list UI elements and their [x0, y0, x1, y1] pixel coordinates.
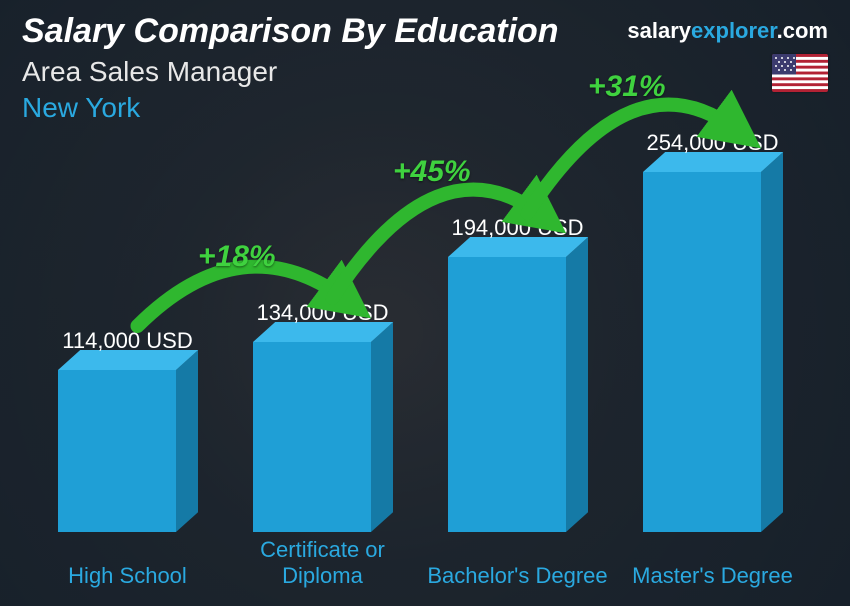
category-label: Master's Degree	[618, 563, 808, 588]
chart-title: Salary Comparison By Education	[22, 12, 559, 51]
value-label: 114,000 USD	[28, 328, 228, 354]
branding-part-2: explorer	[691, 18, 777, 43]
chart-subtitle: Area Sales Manager	[22, 56, 277, 88]
category-label: Bachelor's Degree	[423, 563, 613, 588]
infographic-canvas: Salary Comparison By Education Area Sale…	[0, 0, 850, 606]
jump-pct-label: +31%	[588, 70, 666, 104]
value-label: 254,000 USD	[613, 130, 813, 156]
bar-group	[615, 172, 810, 532]
branding-part-3: .com	[777, 18, 828, 43]
category-label: Certificate or Diploma	[228, 537, 418, 588]
branding-part-1: salary	[627, 18, 691, 43]
value-label: 194,000 USD	[418, 215, 618, 241]
flag-us	[772, 54, 828, 92]
bar-group	[225, 172, 420, 532]
category-label: High School	[33, 563, 223, 588]
jump-pct-label: +45%	[393, 155, 471, 189]
bar-chart: 114,000 USD134,000 USD 194,000 USD 254,000…	[30, 120, 810, 588]
branding-text: salaryexplorer.com	[627, 18, 828, 44]
jump-pct-label: +18%	[198, 240, 276, 274]
value-label: 134,000 USD	[223, 300, 423, 326]
